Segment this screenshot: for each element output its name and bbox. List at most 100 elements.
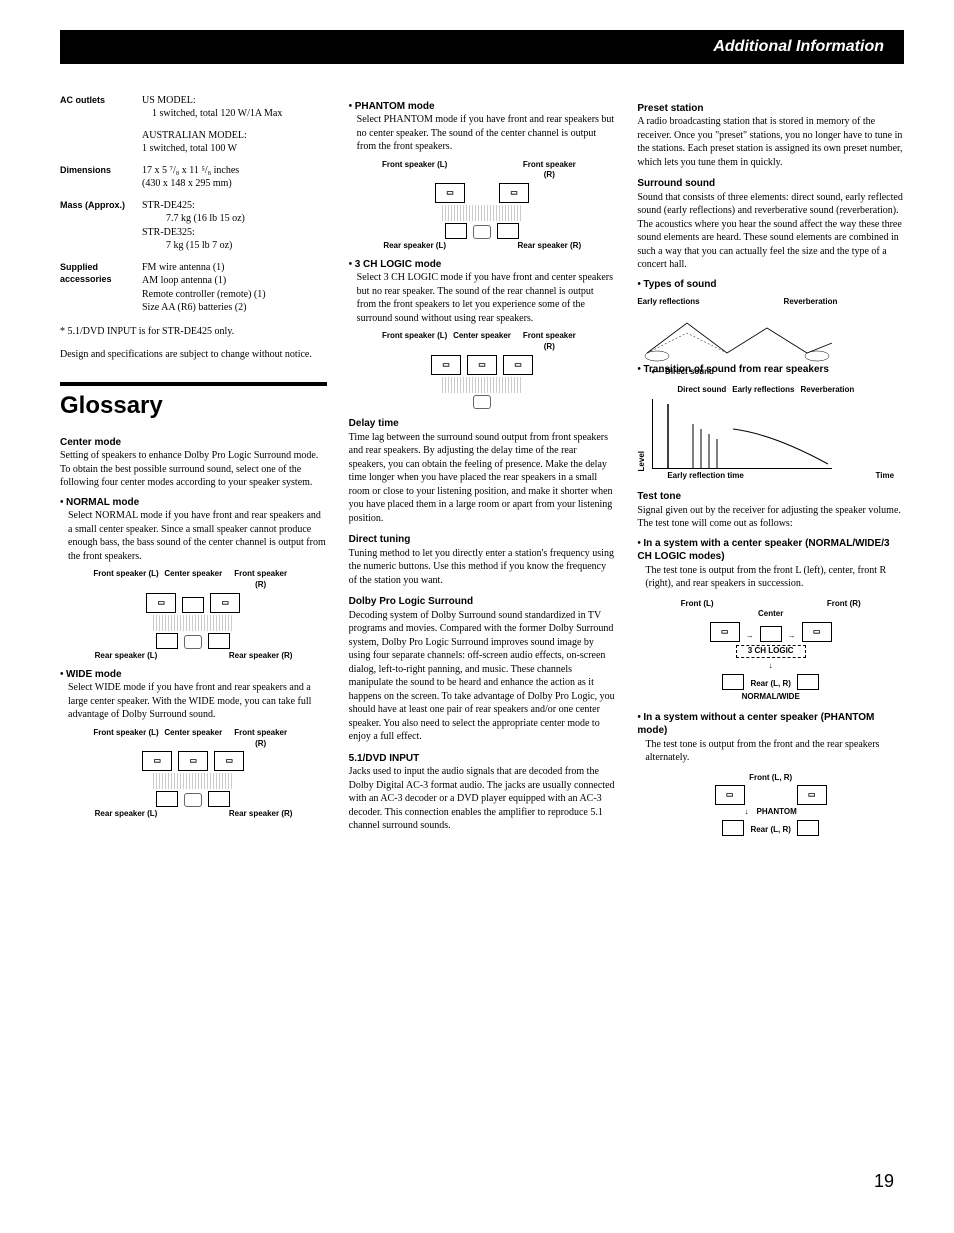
lbl-direct-sound: Direct sound: [665, 367, 714, 376]
au-model-title: AUSTRALIAN MODEL:: [142, 130, 247, 141]
term-body: Tuning method to let you directly enter …: [349, 547, 616, 588]
spec-label: Supplied accessories: [60, 261, 142, 315]
term-surround: Surround sound: [637, 177, 904, 191]
au-model-val: 1 switched, total 100 W: [142, 143, 237, 154]
lbl-center: Center speaker: [449, 331, 514, 353]
lbl-early-refl: Early reflections: [637, 297, 699, 308]
speaker-icon: ▭: [431, 355, 461, 375]
g-direct: Direct sound: [677, 385, 726, 396]
speaker-icon: ▭: [467, 355, 497, 375]
test-a-title: In a system with a center speaker (NORMA…: [637, 538, 889, 563]
graph-icon: [653, 399, 833, 469]
glossary-title: Glossary: [60, 390, 327, 422]
lbl-front-l: Front (L): [681, 599, 714, 610]
speaker-icon: [760, 626, 782, 642]
speaker-icon: [445, 223, 467, 239]
g-erf: Early reflection time: [667, 471, 743, 482]
column-3: Preset station A radio broadcasting stat…: [637, 94, 904, 845]
wave-icon: [637, 308, 837, 363]
speaker-icon: ▭: [435, 183, 465, 203]
term-body: The test tone is output from the front a…: [637, 738, 904, 765]
speaker-icon: ▭: [214, 751, 244, 771]
term-body: Signal given out by the receiver for adj…: [637, 504, 904, 531]
page-number: 19: [874, 1169, 894, 1193]
footnote-design: Design and specifications are subject to…: [60, 348, 327, 362]
sup-v4: Size AA (R6) batteries (2): [142, 302, 246, 313]
lbl-phantom: PHANTOM: [757, 807, 797, 818]
spec-value: STR-DE425: 7.7 kg (16 lb 15 oz) STR-DE32…: [142, 199, 327, 253]
supplied-l1: Supplied: [60, 262, 98, 272]
lbl-front-l: Front speaker (L): [93, 728, 158, 750]
beam-icon: [442, 377, 522, 393]
sofa-icon: [473, 225, 491, 239]
dim-1: 17 x 5 ⁷/₈ x 11 ⁵/₈ inches: [142, 165, 239, 176]
spec-value: 17 x 5 ⁷/₈ x 11 ⁵/₈ inches (430 x 148 x …: [142, 164, 327, 191]
g-reverb: Reverberation: [801, 385, 855, 396]
lbl-center: Center: [681, 609, 861, 620]
speaker-icon: ▭: [715, 785, 745, 805]
speaker-icon: ▭: [797, 785, 827, 805]
lbl-rear-l: Rear speaker (L): [382, 241, 447, 252]
lbl-3ch: 3 CH LOGIC: [736, 645, 806, 658]
test-b-title: In a system without a center speaker (PH…: [637, 712, 874, 737]
term-dolby: Dolby Pro Logic Surround: [349, 595, 616, 609]
types-of-sound-title: Types of sound: [643, 279, 716, 290]
spec-ac-outlets: AC outlets US MODEL: 1 switched, total 1…: [60, 94, 327, 156]
spec-dimensions: Dimensions 17 x 5 ⁷/₈ x 11 ⁵/₈ inches (4…: [60, 164, 327, 191]
spec-supplied: Supplied accessories FM wire antenna (1)…: [60, 261, 327, 315]
speaker-icon: [497, 223, 519, 239]
three-column-layout: AC outlets US MODEL: 1 switched, total 1…: [60, 94, 904, 845]
lbl-rear-lr: Rear (L, R): [750, 825, 790, 836]
speaker-icon: [156, 633, 178, 649]
term-center-mode: Center mode: [60, 436, 327, 450]
term-body: Setting of speakers to enhance Dolby Pro…: [60, 449, 327, 490]
term-direct-tuning: Direct tuning: [349, 533, 616, 547]
lbl-front-l: Front speaker (L): [93, 569, 158, 591]
diagram-test-with-center: Front (L) Front (R) Center ▭→ → ▭ 3 CH L…: [681, 599, 861, 703]
speaker-icon: [722, 820, 744, 836]
mass-m2: STR-DE325:: [142, 227, 195, 238]
supplied-l2: accessories: [60, 274, 112, 284]
speaker-icon: [156, 791, 178, 807]
speaker-icon: [797, 674, 819, 690]
term-body: A radio broadcasting station that is sto…: [637, 115, 904, 169]
speaker-icon: ▭: [802, 622, 832, 642]
term-body: Select NORMAL mode if you have front and…: [60, 509, 327, 563]
speaker-icon: ▭: [710, 622, 740, 642]
term-3ch: 3 CH LOGIC mode: [355, 259, 442, 270]
lbl-normal-wide: NORMAL/WIDE: [681, 692, 861, 703]
diagram-test-phantom: Front (L, R) ▭ ▭ ↓ PHANTOM Rear (L, R): [691, 773, 851, 837]
sofa-icon: [184, 793, 202, 807]
term-body: Time lag between the surround sound outp…: [349, 431, 616, 526]
term-delay: Delay time: [349, 417, 616, 431]
sup-v1: FM wire antenna (1): [142, 262, 224, 273]
beam-icon: [442, 205, 522, 221]
term-body: The test tone is output from the front L…: [637, 564, 904, 591]
lbl-rear-r: Rear speaker (R): [228, 809, 293, 820]
lbl-front-r: Front speaker (R): [517, 160, 582, 182]
sup-v3: Remote controller (remote) (1): [142, 289, 266, 300]
lbl-rear-lr: Rear (L, R): [750, 679, 790, 690]
mass-m1v: 7.7 kg (16 lb 15 oz): [142, 212, 245, 226]
speaker-icon: [722, 674, 744, 690]
term-body: Select WIDE mode if you have front and r…: [60, 681, 327, 722]
lbl-center: Center speaker: [161, 569, 226, 591]
sup-v2: AM loop antenna (1): [142, 275, 226, 286]
lbl-front-lr: Front (L, R): [691, 773, 851, 784]
diagram-phantom-mode: Front speaker (L) Front speaker (R) ▭ ▭: [382, 160, 582, 252]
lbl-center: Center speaker: [161, 728, 226, 750]
term-dvd-input: 5.1/DVD INPUT: [349, 752, 616, 766]
beam-icon: [153, 615, 233, 631]
column-1: AC outlets US MODEL: 1 switched, total 1…: [60, 94, 327, 845]
lbl-front-l: Front speaker (L): [382, 160, 447, 182]
sofa-icon: [184, 635, 202, 649]
column-2: PHANTOM mode Select PHANTOM mode if you …: [349, 94, 616, 845]
diagram-wide-mode: Front speaker (L) Center speaker Front s…: [93, 728, 293, 820]
speaker-icon: ▭: [178, 751, 208, 771]
term-normal: NORMAL mode: [66, 497, 139, 508]
lbl-rear-l: Rear speaker (L): [93, 809, 158, 820]
lbl-front-l: Front speaker (L): [382, 331, 447, 353]
mass-m1: STR-DE425:: [142, 200, 195, 211]
spec-value: US MODEL: 1 switched, total 120 W/1A Max…: [142, 94, 327, 156]
mass-m2v: 7 kg (15 lb 7 oz): [142, 239, 232, 253]
